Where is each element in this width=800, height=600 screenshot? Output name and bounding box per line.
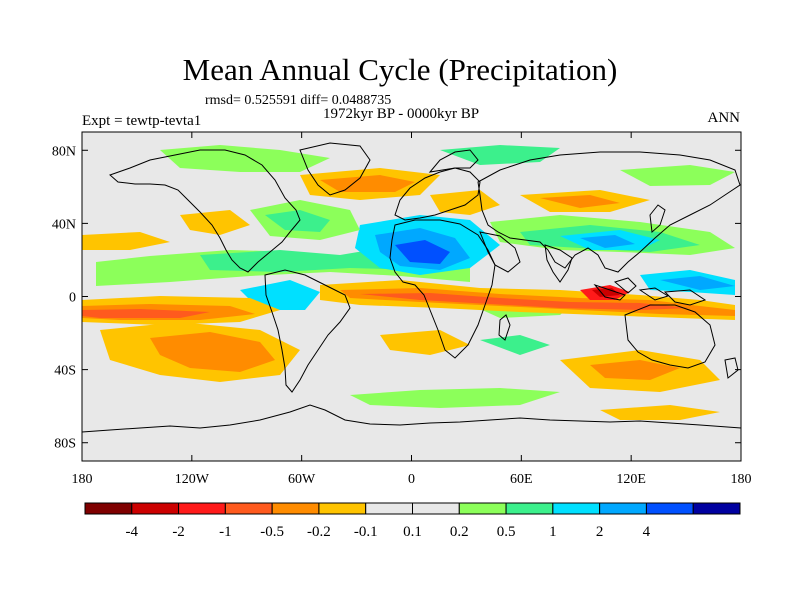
colorbar-swatch [413,503,460,514]
colorbar-swatch [506,503,553,514]
y-tick-label: 40S [54,364,76,379]
x-tick-label: 60W [288,472,316,487]
colorbar-label: 4 [643,524,651,540]
x-tick-label: 0 [408,472,415,487]
y-tick-label: 80N [52,144,76,159]
x-tick-label: 60E [510,472,533,487]
colorbar-swatch [459,503,506,514]
colorbar-swatch [366,503,413,514]
x-tick-label: 120W [175,472,210,487]
colorbar-label: 0.5 [497,524,516,540]
colorbar: -4 -2 -1 -0.5 -0.2 -0.1 0.1 0.2 0.5 1 2 4 [85,503,740,540]
colorbar-label: 2 [596,524,604,540]
y-tick-label: 0 [69,291,76,306]
colorbar-swatch [553,503,600,514]
colorbar-swatch [600,503,647,514]
colorbar-label: -0.5 [260,524,284,540]
colorbar-label: -2 [172,524,185,540]
colorbar-swatch [85,503,132,514]
precipitation-field [82,132,741,461]
x-tick-label: 180 [72,472,93,487]
colorbar-label: 1 [549,524,557,540]
colorbar-swatch [693,503,740,514]
colorbar-label: -0.2 [307,524,331,540]
colorbar-label: -1 [219,524,232,540]
x-tick-label: 120E [616,472,646,487]
colorbar-label: -0.1 [354,524,378,540]
y-tick-label: 40N [52,217,76,232]
colorbar-swatch [225,503,272,514]
x-tick-label: 180 [731,472,752,487]
colorbar-label: -4 [126,524,139,540]
colorbar-swatch [646,503,693,514]
colorbar-swatch [179,503,226,514]
colorbar-label: 0.1 [403,524,422,540]
colorbar-swatch [132,503,179,514]
colorbar-label: 0.2 [450,524,469,540]
colorbar-swatch [319,503,366,514]
colorbar-swatch [272,503,319,514]
map-figure: 80N 40N 0 40S 80S 180 120W 60W 0 60E 120E 180 -4 -2… [0,0,800,600]
y-tick-label: 80S [54,437,76,452]
